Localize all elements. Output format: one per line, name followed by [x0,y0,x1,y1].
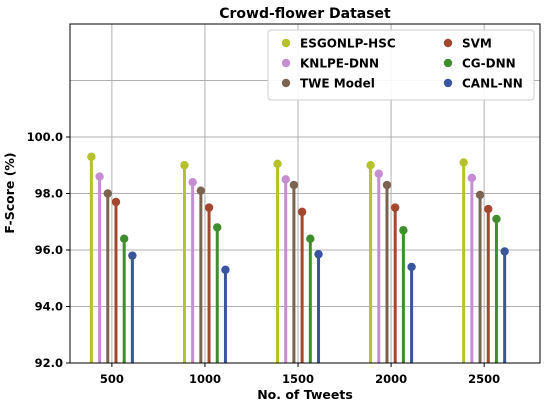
lollipop-point [221,265,230,274]
lollipop-point [180,161,189,170]
x-tick-label: 500 [100,372,124,386]
lollipop-point [382,180,392,190]
lollipop-point [111,197,121,207]
lollipop-point [87,152,96,161]
legend: ESGONLP-HSC KNLPE-DNN TWE Model SVM CG-DNN CA… [267,29,535,101]
lollipop-point [407,262,416,272]
lollipop-point [213,223,222,232]
lollipop-point [314,250,323,259]
legend-marker [443,38,453,48]
lollipop-point [484,204,493,214]
y-tick-label: 94.0 [35,300,63,314]
x-tick-label: 2500 [468,372,500,386]
lollipop-point [467,173,477,183]
lollipop-point [273,159,282,169]
y-axis-label: F-Score (%) [2,152,17,233]
marks-layer [87,152,509,363]
legend-label: ESGONLP-HSC [300,37,396,51]
legend-marker [281,78,291,88]
x-tick-label: 2000 [375,372,407,386]
lollipop-point [366,161,375,170]
legend-marker [443,58,453,68]
legend-label: CG-DNN [462,57,516,71]
lollipop-point [459,158,468,167]
legend-label: KNLPE-DNN [300,57,379,71]
legend-label: SVM [462,37,492,51]
lollipop-point [103,189,112,198]
y-tick-label: 96.0 [35,243,63,257]
lollipop-point [119,234,129,243]
x-axis-label: No. of Tweets [257,387,353,402]
legend-marker [281,58,291,68]
lollipop-point [475,190,485,200]
legend-marker [281,38,291,48]
lollipop-point [188,178,197,187]
y-tick-label: 100.0 [27,130,63,144]
lollipop-point [306,234,315,243]
x-tick-label: 1500 [282,372,314,386]
lollipop-point [399,226,408,235]
legend-label: TWE Model [300,77,375,91]
lollipop-point [390,203,400,212]
lollipop-point [281,175,290,184]
lollipop-point [289,180,299,190]
lollipop-point [204,203,214,212]
lollipop-point [297,207,307,217]
chart-title: Crowd-flower Dataset [219,6,391,22]
lollipop-point [374,169,383,178]
lollipop-point [500,247,509,256]
x-tick-label: 1000 [189,372,221,386]
y-tick-label: 92.0 [35,356,63,370]
lollipop-point [492,214,501,224]
y-tick-label: 98.0 [35,187,63,201]
legend-box [267,29,535,101]
lollipop-point [196,186,206,195]
legend-marker [443,78,453,88]
lollipop-point [95,172,104,181]
axis-layer: 92.0 94.0 96.0 98.0 100.0 500 1000 1500 2000 2500 [27,130,501,386]
lollipop-point [128,251,137,260]
legend-label: CANL-NN [462,77,523,91]
